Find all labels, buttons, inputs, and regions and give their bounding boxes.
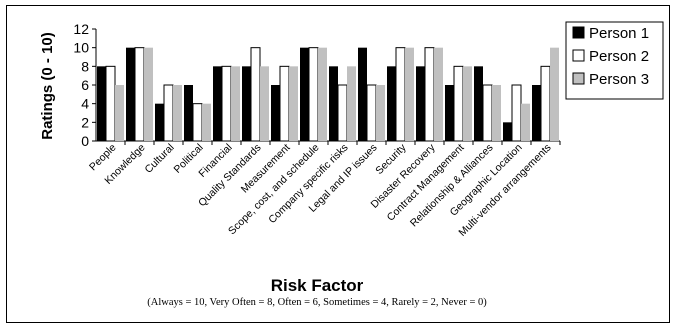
bar-person-1 [242, 66, 251, 141]
bar-person-2 [105, 65, 116, 142]
bar-person-1 [329, 66, 338, 141]
bar-person-3 [463, 66, 472, 141]
legend-label: Person 3 [589, 71, 649, 88]
bar-person-3 [260, 66, 269, 141]
bar-person-3 [434, 47, 443, 141]
legend-swatch [572, 49, 585, 62]
bar-person-3 [231, 66, 240, 141]
bar-person-1 [532, 85, 541, 141]
legend-label: Person 2 [589, 48, 649, 65]
x-category-label: Cultural [143, 142, 177, 176]
bar-person-1 [416, 66, 425, 141]
bar-person-2 [192, 103, 203, 142]
bar-person-1 [445, 85, 454, 141]
y-axis-label: Ratings (0 - 10) [39, 32, 56, 140]
bar-person-2 [308, 47, 319, 142]
y-tick-labels: 0 2 4 6 8 10 12 [73, 21, 89, 149]
bar-person-2 [511, 84, 522, 142]
y-tick-label: 4 [81, 96, 89, 112]
y-tick-label: 8 [81, 58, 89, 74]
x-axis-label: Risk Factor [271, 276, 364, 295]
legend-swatch [572, 72, 585, 85]
bar-person-3 [347, 66, 356, 141]
bar-person-1 [300, 47, 309, 141]
bar-person-2 [279, 65, 290, 142]
y-tick-label: 6 [81, 77, 89, 93]
bar-person-1 [97, 66, 106, 141]
bar-person-2 [540, 65, 551, 142]
bar-person-1 [155, 103, 164, 141]
bar-person-1 [387, 66, 396, 141]
bar-person-3 [376, 85, 385, 141]
bar-person-2 [395, 47, 406, 142]
bar-person-2 [482, 84, 493, 142]
bar-person-1 [474, 66, 483, 141]
bar-person-3 [405, 47, 414, 141]
bar-person-2 [163, 84, 174, 142]
bar-person-3 [550, 47, 559, 141]
legend-label: Person 1 [589, 25, 649, 42]
bar-person-3 [173, 85, 182, 141]
bar-person-2 [453, 65, 464, 142]
bar-person-3 [202, 103, 211, 141]
bar-person-3 [144, 47, 153, 141]
y-tick-label: 12 [73, 21, 89, 37]
bars [97, 47, 559, 142]
bar-person-2 [366, 84, 377, 142]
bar-person-3 [289, 66, 298, 141]
bar-person-1 [126, 47, 135, 141]
y-tick-label: 10 [73, 40, 89, 56]
bar-person-3 [521, 103, 530, 141]
legend: Person 1 Person 2 Person 3 [565, 21, 664, 100]
bar-person-1 [213, 66, 222, 141]
bar-person-2 [221, 65, 232, 142]
y-tick-label: 0 [81, 133, 89, 149]
legend-swatch [572, 26, 585, 39]
bar-person-1 [271, 85, 280, 141]
bar-person-3 [492, 85, 501, 141]
bar-person-2 [134, 47, 145, 142]
bar-person-1 [184, 85, 193, 141]
bar-person-1 [503, 122, 512, 141]
bar-person-3 [115, 85, 124, 141]
x-category-labels: PeopleKnowledgeCulturalPoliticalFinancia… [87, 141, 554, 239]
bar-person-1 [358, 47, 367, 141]
chart-frame [6, 5, 670, 323]
y-tick-label: 2 [81, 114, 89, 130]
bar-person-2 [337, 84, 348, 142]
bar-person-3 [318, 47, 327, 141]
bar-person-2 [424, 47, 435, 142]
scale-note: (Always = 10, Very Often = 8, Often = 6,… [147, 297, 487, 308]
bar-person-2 [250, 47, 261, 142]
